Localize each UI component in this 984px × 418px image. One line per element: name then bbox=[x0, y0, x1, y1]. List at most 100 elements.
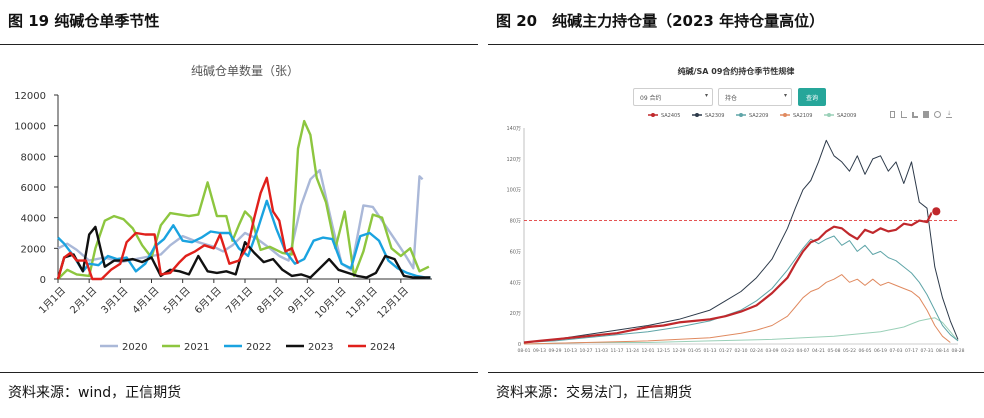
download-icon[interactable]: ↓ bbox=[946, 110, 952, 118]
legend-label-SA2109: SA2109 bbox=[793, 113, 812, 119]
x-tick-label: 08-14 bbox=[936, 348, 949, 354]
y-tick-label: 12000 bbox=[14, 91, 46, 102]
line-chart-icon[interactable] bbox=[901, 111, 907, 118]
x-tick-label: 08-28 bbox=[951, 348, 964, 354]
x-tick-label: 8月1日 bbox=[255, 285, 287, 317]
left-top-rule bbox=[0, 44, 478, 45]
y-tick-label: 60万 bbox=[510, 249, 521, 255]
y-tick-label: 10000 bbox=[14, 122, 46, 133]
contract-select-value: 09 合约 bbox=[640, 95, 662, 102]
y-tick-label: 100万 bbox=[506, 188, 521, 194]
x-tick-label: 10-13 bbox=[564, 348, 577, 354]
y-tick-label: 0 bbox=[40, 275, 46, 286]
x-tick-label: 06-19 bbox=[874, 348, 887, 354]
x-tick-label: 5月1日 bbox=[161, 285, 193, 317]
legend-label-2021: 2021 bbox=[184, 342, 209, 353]
legend-label-SA2309: SA2309 bbox=[705, 113, 724, 119]
y-tick-label: 140万 bbox=[506, 126, 521, 132]
left-bottom-rule bbox=[0, 372, 478, 373]
legend-label-2020: 2020 bbox=[122, 342, 147, 353]
series-line-2024 bbox=[56, 176, 300, 281]
left-figure-title: 图 19 纯碱仓单季节性 bbox=[8, 12, 160, 30]
x-tick-label: 03-09 bbox=[765, 348, 778, 354]
chevron-down-icon: ▾ bbox=[783, 92, 787, 99]
x-tick-label: 08-01 bbox=[517, 348, 530, 354]
y-tick-label: 8000 bbox=[21, 152, 46, 163]
x-tick-label: 11-24 bbox=[626, 348, 639, 354]
x-tick-label: 6月1日 bbox=[192, 285, 224, 317]
x-tick-label: 09-13 bbox=[533, 348, 546, 354]
y-tick-label: 2000 bbox=[21, 244, 46, 255]
x-tick-label: 09-29 bbox=[548, 348, 561, 354]
x-tick-label: 11月1日 bbox=[344, 285, 380, 321]
x-tick-label: 07-17 bbox=[905, 348, 918, 354]
series-line-SA2405 bbox=[523, 210, 937, 344]
x-tick-label: 01-27 bbox=[719, 348, 732, 354]
x-tick-label: 10-27 bbox=[579, 348, 592, 354]
x-tick-label: 01-05 bbox=[688, 348, 701, 354]
x-tick-label: 7月1日 bbox=[223, 285, 255, 317]
x-tick-label: 06-05 bbox=[858, 348, 871, 354]
x-tick-label: 4月1日 bbox=[130, 285, 162, 317]
refresh-icon[interactable] bbox=[934, 111, 941, 118]
left-source-note: 资料来源：wind，正信期货 bbox=[8, 385, 182, 401]
series-line-2021 bbox=[57, 119, 430, 280]
chart-title: 纯碱/SA 09合约持仓季节性规律 bbox=[678, 66, 795, 76]
x-tick-label: 07-03 bbox=[889, 348, 902, 354]
last-point-marker bbox=[931, 206, 942, 217]
x-tick-label: 2月1日 bbox=[68, 285, 100, 317]
right-figure-title: 图 20 纯碱主力持仓量（2023 年持仓量高位） bbox=[496, 12, 825, 30]
legend-label-SA2209: SA2209 bbox=[749, 113, 768, 119]
query-button[interactable]: 查询 bbox=[798, 88, 826, 106]
chart-toolbar: ↓ bbox=[890, 111, 956, 119]
x-tick-label: 03-23 bbox=[781, 348, 794, 354]
legend-label-2022: 2022 bbox=[246, 342, 271, 353]
x-tick-label: 05-08 bbox=[827, 348, 840, 354]
legend-marker-SA2309 bbox=[695, 113, 699, 117]
legend-marker-SA2109 bbox=[783, 113, 787, 117]
legend-marker-SA2405 bbox=[651, 113, 655, 117]
bar-chart-icon[interactable] bbox=[912, 112, 918, 118]
right-figure-panel: 图 20 纯碱主力持仓量（2023 年持仓量高位） 09 合约 ▾ 持仓 ▾ 查… bbox=[488, 0, 984, 418]
x-tick-label: 11-17 bbox=[610, 348, 623, 354]
warehouse-receipt-chart: 纯碱仓单数量（张） 0 2000 4000 6000 8000 10000 12000 1月1日… bbox=[14, 63, 432, 353]
x-tick-label: 11-03 bbox=[595, 348, 608, 354]
x-tick-label: 12-15 bbox=[657, 348, 670, 354]
x-tick-label: 02-10 bbox=[734, 348, 747, 354]
series-line-SA2109 bbox=[523, 274, 951, 345]
y-tick-label: 4000 bbox=[21, 214, 46, 225]
legend-marker-SA2009 bbox=[827, 113, 831, 117]
contract-select[interactable]: 09 合约 ▾ bbox=[633, 88, 713, 106]
legend-label-2023: 2023 bbox=[308, 342, 333, 353]
x-tick-label: 05-22 bbox=[843, 348, 856, 354]
x-tick-label: 07-31 bbox=[920, 348, 933, 354]
x-tick-label: 01-13 bbox=[703, 348, 716, 354]
y-tick-label: 120万 bbox=[506, 157, 521, 163]
legend-label-SA2405: SA2405 bbox=[661, 113, 680, 119]
metric-select[interactable]: 持仓 ▾ bbox=[718, 88, 792, 106]
x-tick-label: 04-07 bbox=[796, 348, 809, 354]
legend-label-2024: 2024 bbox=[370, 342, 395, 353]
x-tick-label: 12-29 bbox=[672, 348, 685, 354]
chevron-down-icon: ▾ bbox=[704, 92, 708, 99]
x-tick-label: 3月1日 bbox=[99, 285, 131, 317]
series-line-SA2309 bbox=[523, 139, 959, 343]
open-interest-chart: 纯碱/SA 09合约持仓季节性规律 SA2405 SA2309 SA2209 SA210… bbox=[506, 66, 964, 354]
y-tick-label: 0 bbox=[518, 342, 521, 348]
series-line-SA2209 bbox=[523, 235, 959, 343]
x-tick-label: 12-01 bbox=[641, 348, 654, 354]
file-icon[interactable] bbox=[890, 111, 895, 118]
right-bottom-rule bbox=[488, 372, 984, 373]
x-tick-label: 12月1日 bbox=[375, 285, 411, 321]
x-tick-label: 10月1日 bbox=[312, 285, 348, 321]
x-tick-label: 1月1日 bbox=[36, 285, 68, 317]
x-tick-label: 04-21 bbox=[812, 348, 825, 354]
chart-title: 纯碱仓单数量（张） bbox=[191, 63, 299, 78]
legend-label-SA2009: SA2009 bbox=[837, 113, 856, 119]
stack-icon[interactable] bbox=[923, 111, 929, 118]
right-source-note: 资料来源：交易法门，正信期货 bbox=[496, 385, 692, 401]
metric-select-value: 持仓 bbox=[725, 95, 738, 102]
x-tick-label: 9月1日 bbox=[286, 285, 318, 317]
y-tick-label: 80万 bbox=[510, 219, 521, 225]
y-tick-label: 40万 bbox=[510, 280, 521, 286]
